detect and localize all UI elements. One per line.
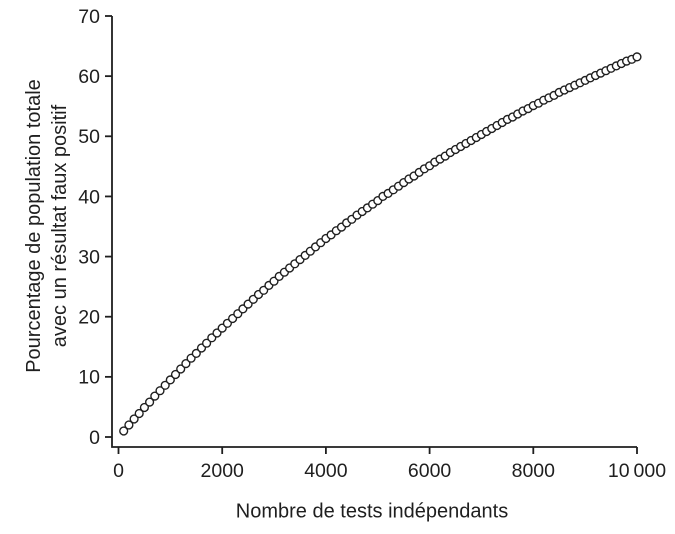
- data-point-marker: [134, 408, 144, 419]
- data-point-marker: [160, 380, 170, 390]
- x-tick-label: 2000: [201, 460, 245, 482]
- data-point-marker: [181, 359, 191, 369]
- y-tick-label: 40: [78, 186, 100, 208]
- data-point-marker: [150, 391, 160, 401]
- data-point-marker: [145, 397, 155, 407]
- data-point-marker: [165, 375, 175, 385]
- x-axis-label: Nombre de tests indépendants: [235, 500, 509, 523]
- axis-spines: [111, 16, 637, 448]
- y-axis-label-line1: Pourcentage de population totale: [23, 79, 45, 373]
- y-tick-label: 10: [78, 367, 100, 389]
- x-tick-label: 0: [113, 460, 124, 482]
- y-axis-label-line2: avec un résultat faux positif: [49, 104, 71, 348]
- y-tick-label: 30: [78, 246, 100, 268]
- data-point-marker: [632, 52, 642, 62]
- y-tick-label: 20: [78, 307, 100, 329]
- data-point-marker: [170, 369, 181, 380]
- x-tick-label: 10 000: [608, 460, 666, 482]
- data-point-marker: [124, 420, 134, 430]
- data-point-marker: [129, 414, 139, 424]
- data-point-marker: [119, 426, 129, 436]
- y-tick-label: 60: [78, 66, 100, 88]
- y-axis-label: Pourcentage de population totale avec un…: [21, 6, 73, 446]
- x-tick-label: 8000: [512, 460, 556, 482]
- data-point-marker: [191, 348, 201, 359]
- data-point-marker: [139, 402, 150, 413]
- x-tick-label: 6000: [408, 460, 452, 482]
- data-point-marker: [155, 386, 165, 396]
- y-tick-label: 0: [89, 427, 100, 449]
- y-tick-label: 70: [78, 6, 100, 28]
- data-point-marker: [176, 364, 186, 374]
- x-tick-label: 4000: [304, 460, 348, 482]
- data-point-marker: [202, 338, 212, 348]
- y-tick-label: 50: [78, 126, 100, 148]
